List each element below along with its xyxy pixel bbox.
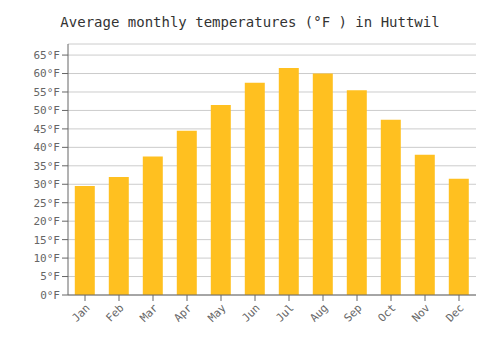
svg-text:0°F: 0°F [40, 289, 60, 302]
svg-text:Jul: Jul [273, 301, 296, 324]
svg-text:Feb: Feb [103, 301, 126, 324]
svg-text:50°F: 50°F [34, 104, 61, 117]
svg-text:15°F: 15°F [34, 234, 61, 247]
svg-text:Sep: Sep [341, 301, 364, 324]
svg-text:Jun: Jun [239, 301, 262, 324]
svg-text:30°F: 30°F [34, 178, 61, 191]
svg-text:55°F: 55°F [34, 86, 61, 99]
svg-text:10°F: 10°F [34, 252, 61, 265]
svg-text:Mar: Mar [137, 301, 161, 325]
svg-text:35°F: 35°F [34, 160, 61, 173]
svg-text:Jan: Jan [69, 301, 92, 324]
svg-text:65°F: 65°F [34, 49, 61, 62]
svg-text:Oct: Oct [375, 301, 398, 324]
svg-text:Aug: Aug [307, 301, 330, 324]
html-text:Average monthly temperatures (: Average monthly temperatures (°F ) in Hu… [60, 14, 440, 30]
svg-text:20°F: 20°F [34, 215, 61, 228]
svg-text:45°F: 45°F [34, 123, 61, 136]
svg-text:May: May [205, 301, 229, 325]
svg-text:Nov: Nov [409, 301, 433, 325]
svg-text:Dec: Dec [443, 301, 466, 324]
svg-text:40°F: 40°F [34, 141, 61, 154]
svg-text:5°F: 5°F [40, 270, 60, 283]
svg-text:25°F: 25°F [34, 197, 61, 210]
svg-text:60°F: 60°F [34, 67, 61, 80]
svg-text:Apr: Apr [171, 301, 195, 325]
